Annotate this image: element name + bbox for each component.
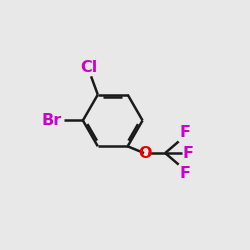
Text: F: F xyxy=(182,146,194,160)
Text: Br: Br xyxy=(42,113,62,128)
Text: Cl: Cl xyxy=(80,60,98,75)
Text: F: F xyxy=(180,166,190,181)
Text: O: O xyxy=(138,146,151,161)
Text: F: F xyxy=(180,125,190,140)
